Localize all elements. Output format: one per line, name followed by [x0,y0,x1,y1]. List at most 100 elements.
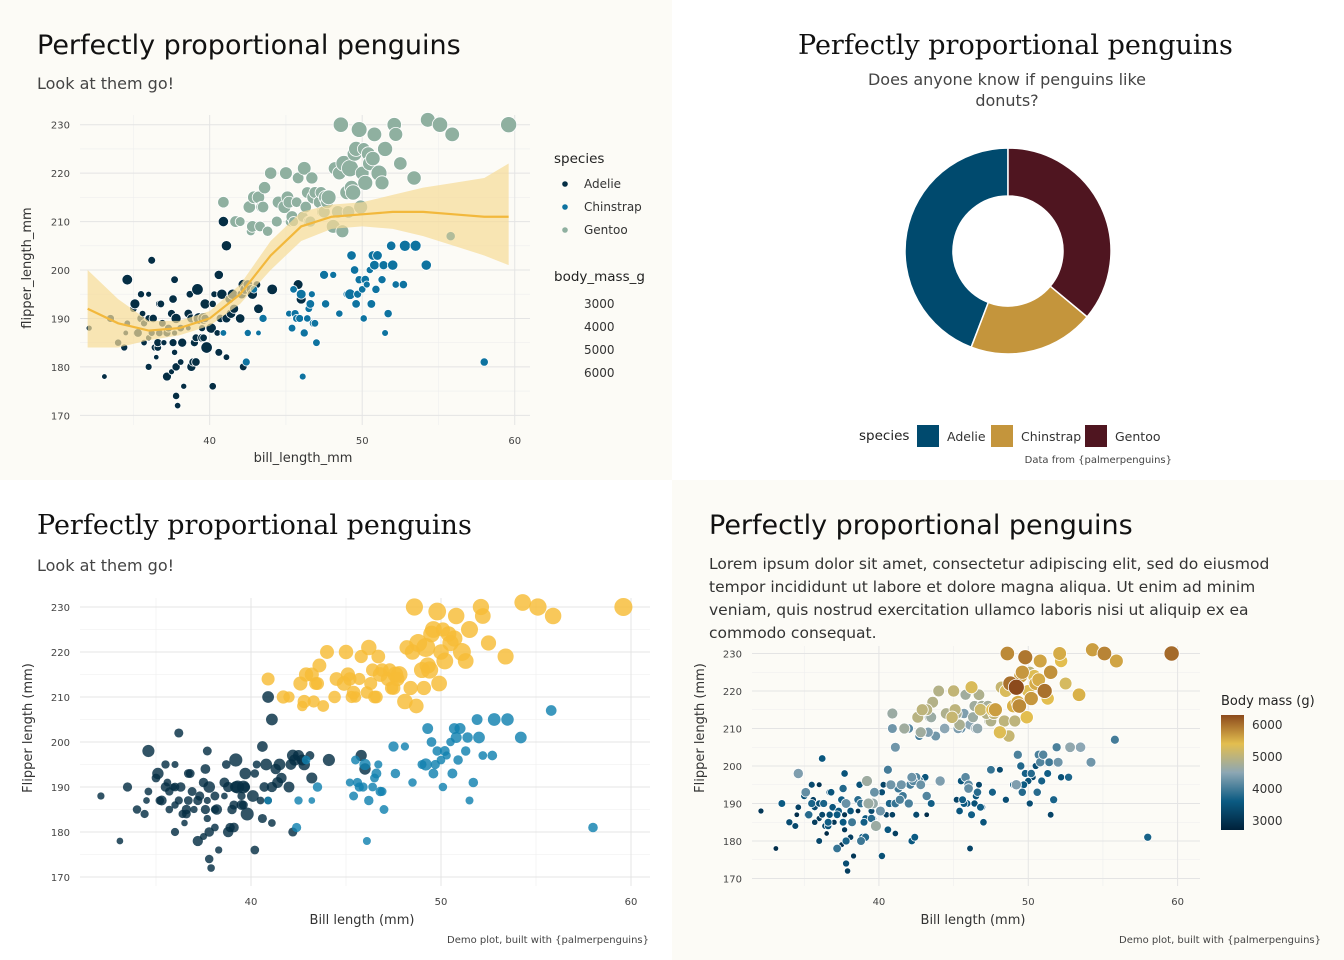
data-point-gentoo [480,635,497,651]
data-point [843,867,852,875]
data-point-adelie [132,805,142,814]
data-point-gentoo [256,200,270,214]
data-point-adelie [147,255,157,265]
data-point [832,843,842,854]
x-tick-label: 40 [873,897,886,908]
data-point-chinstrap [371,284,381,294]
panel4-legend-label: 4000 [1252,782,1283,796]
data-point [828,803,837,812]
data-point-adelie [143,797,150,804]
data-point-adelie [192,835,203,847]
data-point-chinstrap [345,778,354,787]
data-point-adelie [142,744,155,758]
data-point [1008,714,1022,728]
data-point-adelie [191,283,204,296]
data-point-chinstrap [438,782,448,792]
donut-slice-adelie [904,147,1009,349]
data-point [832,810,842,820]
data-point [894,794,905,805]
data-point [1064,772,1074,782]
y-tick-label: 200 [51,738,70,749]
data-point-gentoo [320,189,337,206]
data-point-chinstrap [436,755,446,765]
x-tick-label: 40 [245,897,258,908]
panel1-title: Perfectly proportional penguins [37,30,461,61]
donut-slice-gentoo [1007,147,1112,318]
legend-key-chinstrap [562,204,568,210]
data-point [966,844,974,853]
data-point [1038,749,1049,760]
data-point [964,680,979,695]
data-point-adelie [163,778,172,787]
panel1-ylabel: flipper_length_mm [20,207,35,328]
data-point-adelie [174,728,184,738]
data-point [1012,749,1023,760]
panel2-caption: Data from {palmerpenguins} [1025,455,1172,466]
data-point-chinstrap [473,731,485,744]
data-point-adelie [208,299,217,308]
data-point [840,798,852,809]
data-point-chinstrap [398,239,411,252]
data-point [804,810,814,820]
data-point [898,722,911,735]
data-point [1109,734,1120,745]
y-tick-label: 210 [51,218,70,229]
data-point [945,710,959,724]
data-point [947,684,961,698]
data-point [986,765,996,775]
data-point-adelie [116,837,124,845]
data-point [883,764,893,775]
data-point-gentoo [447,607,465,625]
data-point-adelie [229,822,239,833]
data-point-adelie [144,362,153,371]
data-point-adelie [180,382,188,390]
data-point-adelie [170,827,180,837]
data-point-adelie [268,819,276,827]
data-point-chinstrap [468,777,479,788]
data-point [793,811,801,818]
data-point-adelie [174,796,183,805]
data-point-adelie [204,854,214,864]
y-tick-label: 190 [723,800,742,811]
data-point [1001,795,1010,804]
data-point [921,790,932,802]
data-point-adelie [214,348,224,357]
data-point [938,722,951,735]
data-point-adelie [140,809,149,819]
data-point [891,829,899,838]
data-point-adelie [322,753,335,767]
panel3-ylabel: Flipper length (mm) [21,663,36,793]
data-point [1036,683,1053,699]
data-point-gentoo [436,652,454,670]
data-point [1017,787,1027,797]
data-point-chinstrap [335,309,344,318]
data-point [807,780,816,789]
data-point-chinstrap [588,822,598,833]
data-point [1058,676,1073,691]
data-point-chinstrap [371,768,382,779]
data-point [841,826,849,834]
y-tick-label: 170 [51,873,70,884]
data-point-adelie [213,269,224,280]
data-point [777,799,787,808]
data-point-adelie [239,767,252,780]
data-point-gentoo [353,672,366,686]
panel4-legend-label: 6000 [1252,718,1283,732]
data-point [967,711,979,724]
data-point [785,818,794,827]
data-point-adelie [260,758,273,771]
panel3-caption: Demo plot, built with {palmerpenguins} [447,935,649,946]
data-point-gentoo [406,170,422,186]
data-point-gentoo [217,196,230,209]
data-point [1085,756,1097,768]
data-point [979,818,988,827]
data-point-adelie [215,846,223,854]
data-point-chinstrap [420,259,432,271]
data-point-chinstrap [377,275,387,285]
data-point-chinstrap [487,750,498,761]
data-point [999,645,1015,662]
data-point [877,851,886,861]
data-point-adelie [210,791,220,801]
data-point-gentoo [328,690,341,704]
panel2-subtitle-line: Does anyone know if penguins like [867,70,1147,89]
